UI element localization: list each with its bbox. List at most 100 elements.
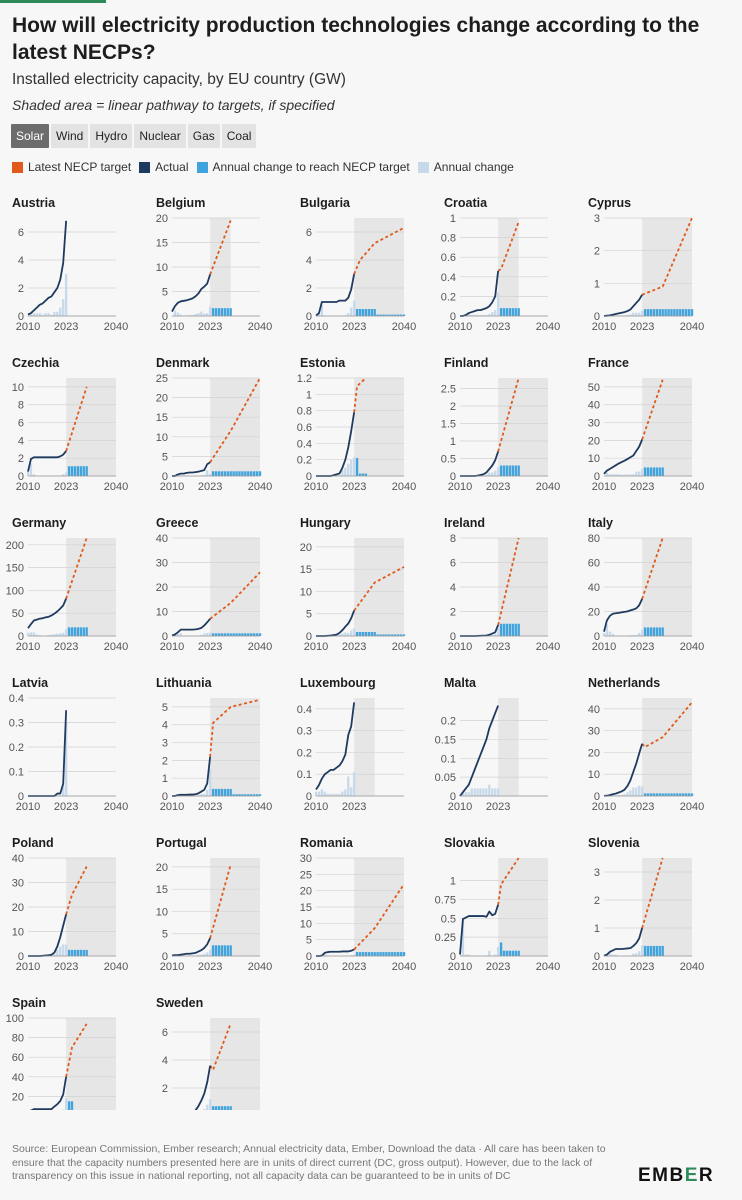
target-pathway-shade <box>642 698 692 796</box>
target-change-bar <box>73 627 77 636</box>
annual-change-bar <box>29 463 33 476</box>
y-tick-label: 60 <box>12 1052 24 1064</box>
top-accent-bar <box>0 0 106 3</box>
target-change-bar <box>226 788 229 796</box>
y-tick-label: 20 <box>12 1091 24 1103</box>
target-change-bar <box>73 466 77 476</box>
annual-change-bar <box>635 787 638 796</box>
annual-change-bar <box>470 788 473 796</box>
annual-change-bar <box>467 792 470 796</box>
target-change-bar <box>358 473 362 476</box>
chart-title: Latvia <box>12 676 49 690</box>
chart-title: Luxembourg <box>300 676 376 690</box>
annual-change-bar <box>461 792 465 796</box>
y-tick-label: 100 <box>6 585 24 597</box>
target-change-bar <box>226 1106 229 1110</box>
tab-solar[interactable]: Solar <box>11 124 50 148</box>
x-tick-label: 2023 <box>630 481 654 493</box>
y-tick-label: 6 <box>162 1027 168 1039</box>
chart-estonia: Estonia 0 0.2 0.4 0.6 0.8 1 1.2 2010 2023 2040 <box>297 356 417 493</box>
tab-gas[interactable]: Gas <box>187 124 220 148</box>
source-footnote: Source: European Commission, Ember resea… <box>12 1143 606 1182</box>
target-pathway-shade <box>210 858 260 956</box>
y-tick-label: 0.4 <box>297 438 312 450</box>
tab-coal[interactable]: Coal <box>221 124 257 148</box>
annual-change-bar <box>464 954 468 956</box>
target-change-bar <box>649 627 653 636</box>
actual-capacity-line <box>459 705 499 797</box>
annual-change-bar <box>350 787 353 796</box>
target-change-bar <box>355 309 359 316</box>
y-tick-label: 1 <box>162 773 168 785</box>
annual-change-bar <box>605 472 609 476</box>
tab-wind[interactable]: Wind <box>51 124 89 148</box>
target-change-bar <box>211 1106 215 1110</box>
annual-change-bar <box>608 631 612 636</box>
tab-hydro[interactable]: Hydro <box>90 124 133 148</box>
target-change-bar <box>382 952 385 956</box>
annual-change-bar <box>62 632 65 636</box>
tab-nuclear[interactable]: Nuclear <box>134 124 186 148</box>
target-change-bar <box>655 945 658 956</box>
annual-change-bar <box>629 635 632 636</box>
annual-change-bar <box>635 634 638 636</box>
y-tick-label: 8 <box>450 533 456 545</box>
target-change-bar <box>502 950 506 956</box>
x-tick-label: 2010 <box>304 961 328 973</box>
target-change-bar <box>355 458 359 476</box>
annual-change-bar <box>635 471 638 476</box>
x-tick-label: 2040 <box>536 321 560 333</box>
page-title: How will electricity production technolo… <box>12 14 700 64</box>
y-tick-label: 4 <box>18 255 24 267</box>
chart-belgium: Belgium 0 5 10 15 20 2010 2023 2040 <box>156 196 272 333</box>
target-change-bar <box>385 314 388 316</box>
actual-capacity-line <box>604 743 643 797</box>
target-pathway-shade <box>210 378 260 476</box>
annual-change-bar <box>41 314 44 316</box>
target-change-bar <box>505 950 509 956</box>
target-change-bar <box>70 1101 74 1110</box>
target-change-bar <box>684 309 688 316</box>
target-change-bar <box>661 467 664 476</box>
target-change-bar <box>238 471 241 476</box>
chart-title: Malta <box>444 676 477 690</box>
y-tick-label: 40 <box>12 1072 24 1084</box>
target-change-bar <box>402 314 406 316</box>
target-change-bar <box>217 1106 221 1110</box>
target-change-bar <box>658 309 661 316</box>
annual-change-bar <box>635 312 638 316</box>
x-tick-label: 2010 <box>16 961 40 973</box>
target-change-bar <box>67 949 71 956</box>
chart-malta: Malta 0 0.05 0.1 0.15 0.2 2010 2023 <box>435 676 548 813</box>
chart-title: Netherlands <box>588 676 660 690</box>
annual-change-bar <box>350 630 353 636</box>
annual-change-bar <box>32 474 36 476</box>
target-change-bar <box>676 793 679 796</box>
necp-target-line <box>497 537 520 626</box>
legend-swatch-annual-change <box>417 161 429 173</box>
y-tick-label: 0.2 <box>441 291 456 303</box>
actual-capacity-line <box>316 610 355 637</box>
y-tick-label: 0.1 <box>297 769 312 781</box>
target-change-bar <box>226 633 229 636</box>
y-tick-label: 40 <box>156 533 168 545</box>
annual-change-bar <box>323 953 326 956</box>
chart-title: Cyprus <box>588 196 631 210</box>
target-change-bar <box>244 794 247 796</box>
x-tick-label: 2023 <box>342 321 366 333</box>
target-change-bar <box>220 788 224 796</box>
y-tick-label: 2 <box>450 607 456 619</box>
y-tick-label: 20 <box>588 435 600 447</box>
y-tick-label: 0 <box>162 791 168 803</box>
target-change-bar <box>79 466 82 476</box>
y-tick-label: 4 <box>306 255 312 267</box>
annual-change-bar <box>200 794 203 796</box>
x-tick-label: 2010 <box>304 801 328 813</box>
target-change-bar <box>226 471 229 476</box>
x-tick-label: 2040 <box>104 641 128 653</box>
target-change-bar <box>667 793 670 796</box>
annual-change-bar <box>611 633 614 636</box>
annual-change-bar <box>50 634 53 636</box>
chart-title: Austria <box>12 196 56 210</box>
y-tick-label: 2 <box>18 453 24 465</box>
